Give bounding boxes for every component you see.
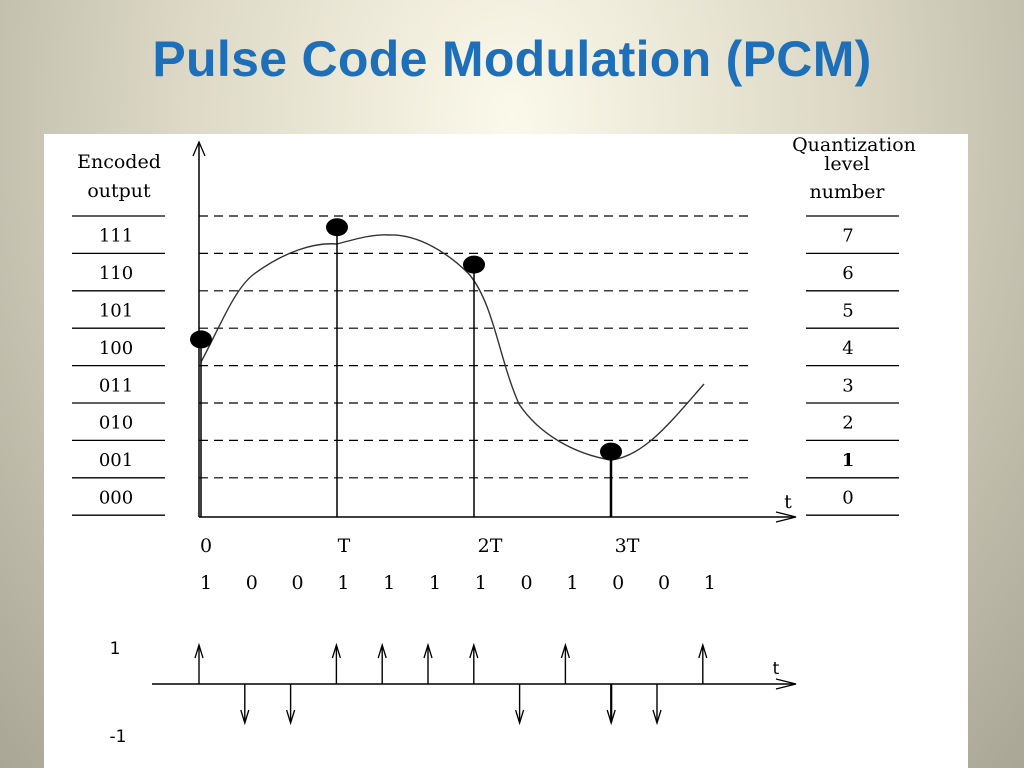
time-tick-T: T [338, 535, 351, 557]
positive-pulse-arrowhead [698, 642, 708, 659]
encoded-code-011: 011 [99, 375, 133, 396]
bit-2: 0 [292, 572, 304, 594]
level-number-4: 4 [842, 338, 853, 359]
negative-pulse-arrowhead [240, 709, 250, 726]
encoded-code-001: 001 [99, 450, 133, 471]
analog-signal-curve [200, 234, 705, 461]
bit-6: 1 [475, 572, 487, 594]
bit-5: 1 [429, 572, 441, 594]
negative-pulse-arrowhead [652, 709, 662, 726]
pulse-low-label: -1 [110, 727, 127, 747]
pulse-high-label: 1 [110, 639, 121, 659]
level-number-3: 3 [842, 375, 853, 396]
bit-9: 0 [612, 572, 624, 594]
level-number-0: 0 [842, 488, 853, 509]
encoded-code-110: 110 [99, 263, 133, 284]
time-tick-0: 0 [200, 535, 212, 557]
bit-7: 0 [521, 572, 533, 594]
samples [190, 218, 622, 517]
sample-point [326, 218, 348, 237]
pulse-train [194, 642, 708, 726]
positive-pulse-arrowhead [423, 642, 433, 659]
bit-11: 1 [704, 572, 716, 594]
level-number-6: 6 [842, 263, 853, 284]
level-number-5: 5 [842, 301, 853, 322]
bit-4: 1 [383, 572, 395, 594]
positive-pulse-arrowhead [194, 642, 204, 659]
bit-8: 1 [566, 572, 578, 594]
quantization-header-line-3: number [810, 181, 886, 203]
encoded-output-header-line-1: Encoded [77, 151, 161, 173]
pulse-axis-label: t [773, 659, 780, 679]
time-axis-label: t [784, 491, 792, 513]
sample-point [190, 330, 212, 349]
slide-title: Pulse Code Modulation (PCM) [152, 31, 872, 87]
encoded-code-010: 010 [99, 413, 133, 434]
negative-pulse-arrowhead [285, 709, 296, 726]
bit-3: 1 [337, 572, 349, 594]
bit-0: 1 [200, 572, 212, 594]
bit-sequence: 1 0 0 1 1 1 1 0 1 0 0 1 [200, 572, 716, 594]
encoded-code-100: 100 [99, 338, 133, 359]
negative-pulse-arrowhead [606, 709, 616, 726]
time-tick-3T: 3T [615, 535, 640, 557]
amplitude-axis-arrow [192, 140, 206, 157]
sample-point [463, 255, 485, 274]
time-tick-2T: 2T [478, 535, 503, 557]
quantization-header-line-1: Quantization [792, 134, 916, 156]
negative-pulse-arrowhead [514, 709, 525, 726]
positive-pulse-arrowhead [469, 642, 479, 659]
time-axis-arrow [775, 511, 797, 523]
sample-point [600, 442, 622, 461]
positive-pulse-arrowhead [560, 642, 571, 659]
positive-pulse-arrowhead [377, 642, 387, 659]
level-number-7: 7 [842, 226, 853, 247]
pcm-diagram-panel: Encoded output Quantization level number… [44, 134, 968, 768]
bit-10: 0 [658, 572, 670, 594]
quantization-header-line-2: level [824, 153, 869, 175]
level-number-2: 2 [842, 413, 853, 434]
pcm-diagram: Encoded output Quantization level number… [72, 134, 916, 747]
encoded-code-000: 000 [99, 488, 133, 509]
bit-1: 0 [246, 572, 258, 594]
pulse-time-axis-arrow [775, 678, 797, 690]
positive-pulse-arrowhead [331, 642, 342, 659]
level-number-1: 1 [842, 450, 855, 471]
encoded-output-header-line-2: output [87, 180, 151, 202]
encoded-code-101: 101 [99, 301, 133, 322]
encoded-code-111: 111 [99, 226, 133, 247]
